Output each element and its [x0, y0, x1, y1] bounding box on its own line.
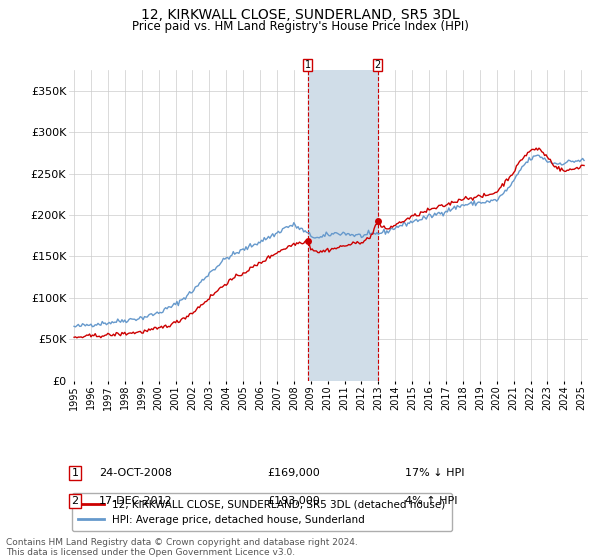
Text: 1: 1 [71, 468, 79, 478]
Text: 1: 1 [304, 60, 311, 70]
Legend: 12, KIRKWALL CLOSE, SUNDERLAND, SR5 3DL (detached house), HPI: Average price, de: 12, KIRKWALL CLOSE, SUNDERLAND, SR5 3DL … [71, 493, 452, 531]
Text: 24-OCT-2008: 24-OCT-2008 [99, 468, 172, 478]
Text: Contains HM Land Registry data © Crown copyright and database right 2024.
This d: Contains HM Land Registry data © Crown c… [6, 538, 358, 557]
Bar [308, 70, 377, 381]
Text: 4% ↑ HPI: 4% ↑ HPI [405, 496, 458, 506]
Text: £169,000: £169,000 [267, 468, 320, 478]
Text: £193,000: £193,000 [267, 496, 320, 506]
Text: 2: 2 [374, 60, 381, 70]
Text: 2: 2 [71, 496, 79, 506]
Text: 12, KIRKWALL CLOSE, SUNDERLAND, SR5 3DL: 12, KIRKWALL CLOSE, SUNDERLAND, SR5 3DL [140, 8, 460, 22]
Text: Price paid vs. HM Land Registry's House Price Index (HPI): Price paid vs. HM Land Registry's House … [131, 20, 469, 33]
Text: 17-DEC-2012: 17-DEC-2012 [99, 496, 173, 506]
Text: 17% ↓ HPI: 17% ↓ HPI [405, 468, 464, 478]
